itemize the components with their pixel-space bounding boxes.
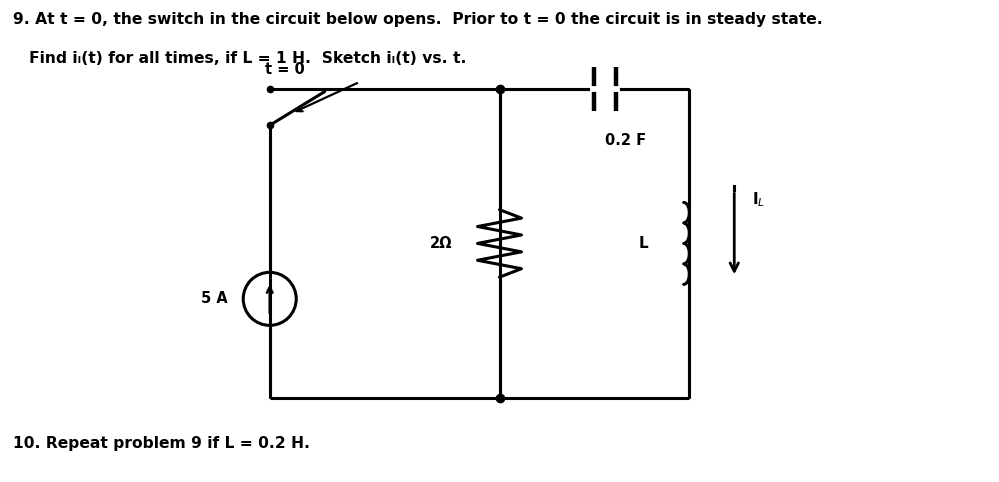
- Text: 10. Repeat problem 9 if L = 0.2 H.: 10. Repeat problem 9 if L = 0.2 H.: [13, 436, 310, 451]
- Text: 5 A: 5 A: [202, 291, 228, 307]
- Text: 0.2 F: 0.2 F: [604, 133, 646, 147]
- Text: 9. At t = 0, the switch in the circuit below opens.  Prior to t = 0 the circuit : 9. At t = 0, the switch in the circuit b…: [13, 12, 823, 27]
- Text: Find iₗ(t) for all times, if L = 1 H.  Sketch iₗ(t) vs. t.: Find iₗ(t) for all times, if L = 1 H. Sk…: [13, 51, 467, 66]
- Text: 2Ω: 2Ω: [430, 236, 453, 251]
- Text: t = 0: t = 0: [265, 62, 305, 77]
- Text: I$_L$: I$_L$: [752, 191, 765, 209]
- Text: L: L: [638, 236, 648, 251]
